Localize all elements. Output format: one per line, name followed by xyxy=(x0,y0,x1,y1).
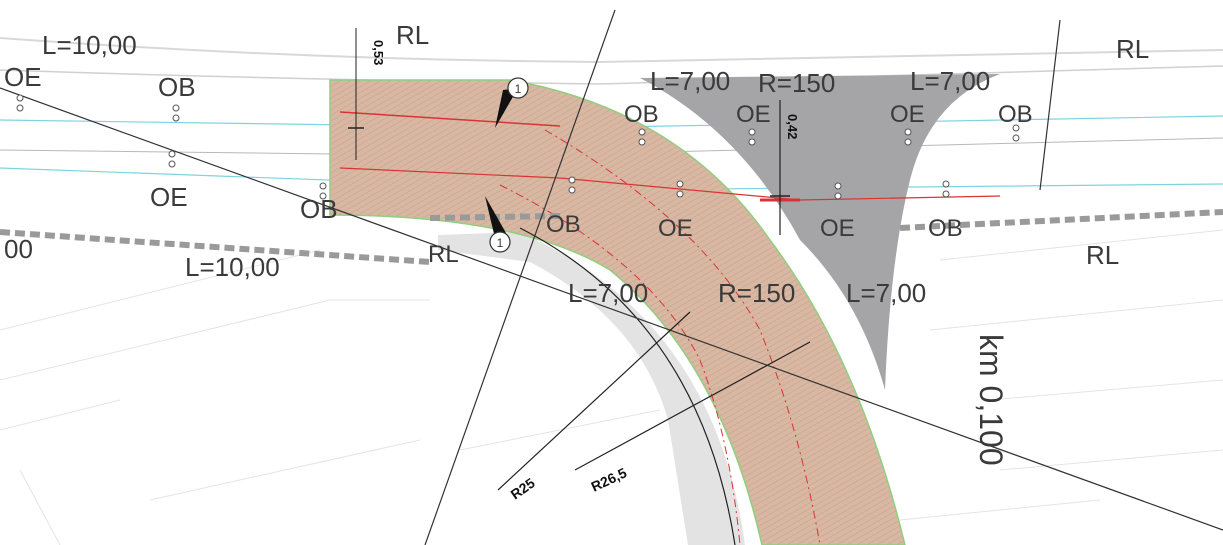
label-rl-mid: RL xyxy=(428,241,459,268)
inner-arc xyxy=(519,227,736,545)
label-oe-top-right: OE xyxy=(890,101,925,128)
label-l10-bottom: L=10,00 xyxy=(185,252,280,282)
label-oe-top-center: OE xyxy=(736,101,771,128)
inner-shoulder xyxy=(438,232,745,545)
labels: L=10,00 L=10,00 L=7,00 R=150 L=7,00 L=7,… xyxy=(4,20,1149,502)
label-rl-right: RL xyxy=(1086,240,1119,270)
section-arrow-top xyxy=(495,88,518,128)
label-ob-top-left: OB xyxy=(158,72,196,102)
terrain-lines xyxy=(0,229,1223,545)
label-ob-top-right: OB xyxy=(998,101,1033,128)
label-r150-top: R=150 xyxy=(758,68,835,98)
label-ob-center: OB xyxy=(546,211,581,238)
label-oe-mid-left: OE xyxy=(150,182,188,212)
label-oe-center-right: OE xyxy=(820,215,855,242)
r25-label: R25 xyxy=(508,474,538,502)
marker-top-label: 1 xyxy=(515,82,522,96)
label-ob-mid-left: OB xyxy=(300,194,338,224)
label-km: km 0,100 xyxy=(973,334,1009,466)
grey-island xyxy=(640,74,1000,390)
section-marker-top: 1 xyxy=(507,77,529,99)
label-oe-center: OE xyxy=(658,215,693,242)
label-l7-mid: L=7,00 xyxy=(568,278,648,308)
label-l7-top-right: L=7,00 xyxy=(910,66,990,96)
label-rl-top-right: RL xyxy=(1116,34,1149,64)
construction-lines xyxy=(0,9,1223,545)
red-lines xyxy=(339,111,1001,545)
section-arrow-bottom xyxy=(485,196,510,240)
dim-lines xyxy=(348,28,790,235)
label-l10-top: L=10,00 xyxy=(42,30,137,60)
label-l7-mid-right: L=7,00 xyxy=(846,278,926,308)
dim-053-label: 0,53 xyxy=(371,40,386,65)
section-marker-bottom: 1 xyxy=(489,231,511,253)
label-l7-top-left: L=7,00 xyxy=(650,66,730,96)
station-pins xyxy=(16,94,1020,200)
label-partial-00: 00 xyxy=(4,234,33,264)
radius-lines xyxy=(497,311,811,491)
label-r150-mid: R=150 xyxy=(718,278,795,308)
label-ob-top-center: OB xyxy=(624,101,659,128)
r265-label: R26,5 xyxy=(589,464,630,494)
label-rl-top-left: RL xyxy=(396,20,429,50)
label-ob-center-right: OB xyxy=(928,215,963,242)
marker-bottom-label: 1 xyxy=(497,236,504,250)
dim-042-label: 0,42 xyxy=(785,114,800,139)
label-oe-left: OE xyxy=(4,62,42,92)
